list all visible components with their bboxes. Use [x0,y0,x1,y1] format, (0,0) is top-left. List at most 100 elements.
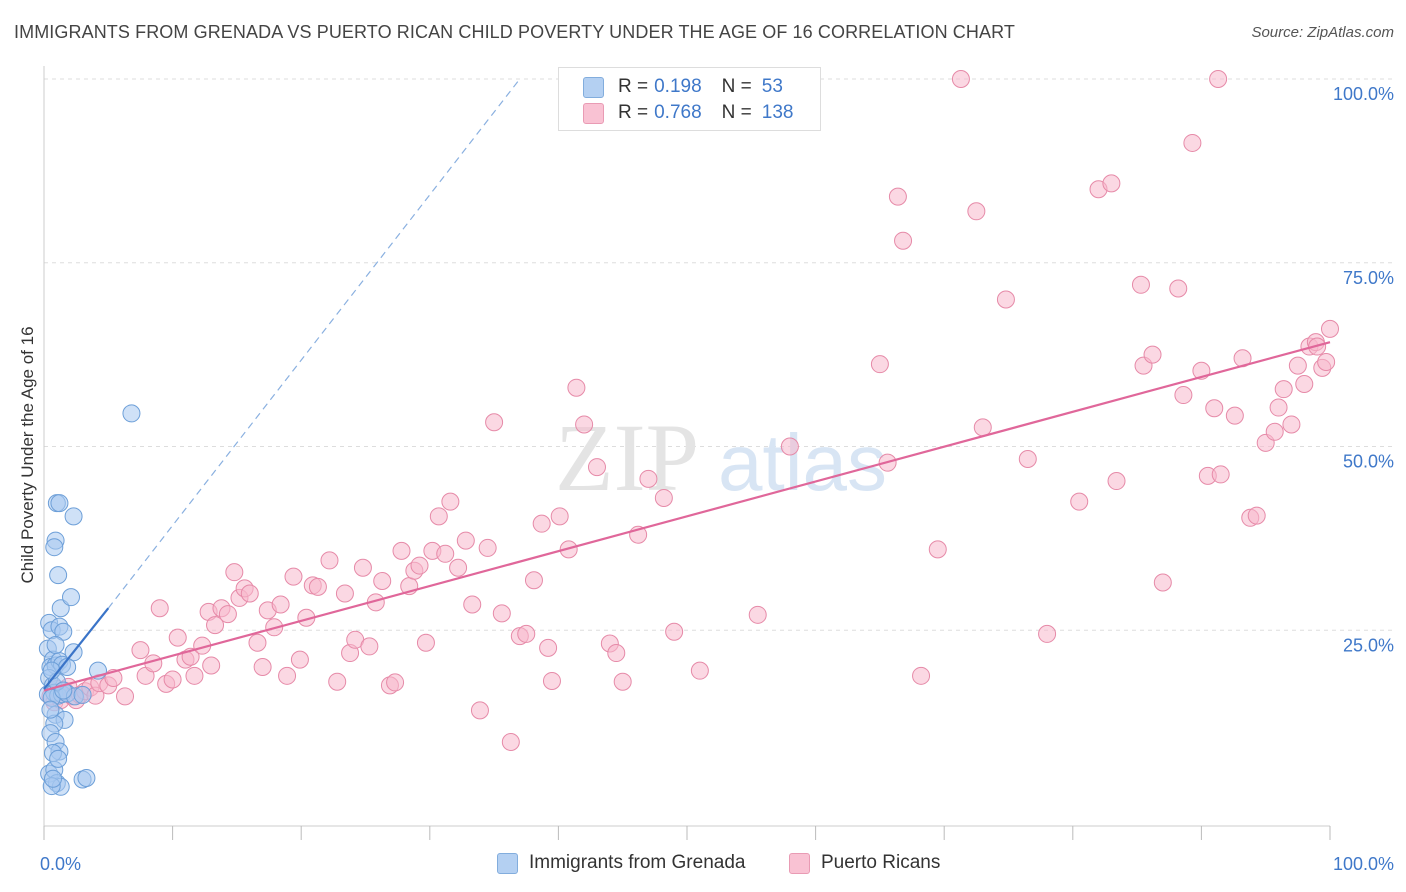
legend-row-grenada: R = 0.198 N = 53 [583,76,783,98]
grenada-point [49,566,68,585]
bottom-legend-label-grenada: Immigrants from Grenada [529,852,746,873]
puerto-ricans-point [441,492,460,511]
puerto-ricans-point [654,488,673,507]
puerto-ricans-point [1295,375,1314,394]
legend-r-value: 0.768 [654,102,702,123]
puerto-ricans-point [463,595,482,614]
puerto-ricans-point [284,567,303,586]
puerto-ricans-point [163,670,182,689]
puerto-ricans-point [353,558,372,577]
grenada-trend-line [43,607,110,690]
puerto-ricans-point [1102,174,1121,193]
puerto-ricans-point [567,378,586,397]
legend-row-puerto-ricans: R = 0.768 N = 138 [583,102,793,124]
puerto-ricans-point [607,644,626,663]
trend-lines [43,78,1331,692]
puerto-ricans-point [973,418,992,437]
puerto-ricans-point [613,672,632,691]
puerto-ricans-point [373,572,392,591]
y-tick-label: 75.0% [1343,268,1394,288]
puerto-ricans-point [748,605,767,624]
grenada-point [64,507,83,526]
puerto-ricans-point [1018,449,1037,468]
grenada-point [44,769,63,788]
puerto-ricans-point [539,638,558,657]
grenada-point [73,685,92,704]
puerto-ricans-point [996,290,1015,309]
legend-r-label: R = [618,102,649,123]
puerto-ricans-point [449,558,468,577]
legend-swatch-grenada [583,76,604,98]
puerto-ricans-point [202,656,221,675]
puerto-ricans-point [587,458,606,477]
grenada-point [122,404,141,423]
puerto-ricans-point [185,666,204,685]
puerto-ricans-point [456,531,475,550]
grenada-point [50,494,69,513]
puerto-ricans-point [1247,506,1266,525]
puerto-ricans-point [410,556,429,575]
puerto-ricans-point [894,231,913,250]
puerto-ricans-trend-line [43,341,1331,692]
puerto-ricans-point [253,658,272,676]
bottom-legend-swatch-puerto-ricans [789,852,810,874]
puerto-ricans-point [386,673,405,692]
puerto-ricans-point [1211,465,1230,484]
puerto-ricans-point [665,622,684,641]
puerto-ricans-point [271,595,290,614]
puerto-ricans-point [542,671,561,690]
bottom-legend-swatch-grenada [497,852,518,874]
grenada-point [46,635,65,654]
puerto-ricans-point [1174,386,1193,405]
puerto-ricans-point [131,641,150,660]
puerto-ricans-point [206,616,225,635]
puerto-ricans-point [240,584,259,603]
grenada-points [38,404,141,796]
puerto-ricans-point [575,415,594,434]
puerto-ricans-point [1205,399,1224,418]
puerto-ricans-point [1183,133,1202,152]
legend-swatch-puerto-ricans [583,102,604,124]
puerto-ricans-point [951,70,970,88]
puerto-ricans-point [912,666,931,685]
puerto-ricans-point [928,540,947,559]
x-tick-label: 0.0% [40,854,81,874]
legend-n-label: N = [721,76,752,97]
puerto-ricans-point [1131,275,1150,294]
grenada-point [54,622,73,641]
puerto-ricans-point [524,571,543,590]
puerto-ricans-point [517,624,536,643]
y-tick-label: 100.0% [1333,84,1394,104]
puerto-ricans-point [532,514,551,533]
tick-labels: 25.0% 50.0% 75.0% 100.0% 0.0% 100.0% [40,84,1394,874]
puerto-ricans-point [492,604,511,623]
grenada-point [49,749,68,768]
puerto-ricans-point [320,551,339,570]
puerto-ricans-point [116,687,135,706]
grenada-trend-extension [107,78,521,609]
puerto-ricans-point [150,599,169,618]
puerto-ricans-point [168,628,187,647]
chart-title: IMMIGRANTS FROM GRENADA VS PUERTO RICAN … [14,22,1015,42]
puerto-ricans-point [328,672,347,691]
legend-r-value: 0.198 [654,76,702,97]
puerto-ricans-point [1269,398,1288,417]
watermark: ZIP atlas [555,404,887,511]
puerto-ricans-point [1153,573,1172,592]
puerto-ricans-point [478,538,497,557]
puerto-ricans-point [1209,70,1228,88]
puerto-ricans-point [1070,492,1089,511]
puerto-ricans-point [278,666,297,685]
watermark-atlas: atlas [718,418,887,507]
puerto-ricans-point [225,563,244,582]
puerto-ricans-point [1321,319,1339,338]
puerto-ricans-point [870,355,889,374]
puerto-ricans-point [550,507,569,526]
puerto-ricans-point [218,605,237,624]
puerto-ricans-point [416,633,435,652]
puerto-ricans-point [1282,415,1301,434]
puerto-ricans-point [888,187,907,206]
puerto-ricans-point [392,541,411,560]
puerto-ricans-point [436,544,455,563]
